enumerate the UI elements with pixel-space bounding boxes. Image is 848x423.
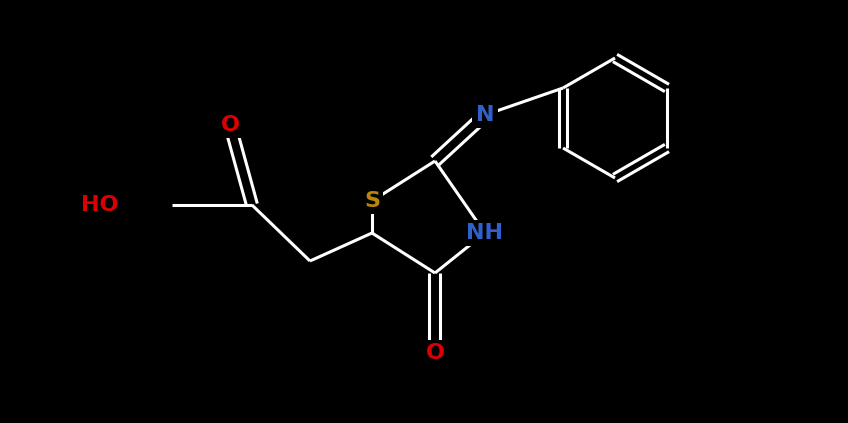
- Text: NH: NH: [466, 223, 504, 243]
- Text: O: O: [220, 115, 239, 135]
- Text: O: O: [426, 343, 444, 363]
- Text: S: S: [364, 191, 380, 211]
- Text: N: N: [476, 105, 494, 125]
- Text: HO: HO: [81, 195, 119, 215]
